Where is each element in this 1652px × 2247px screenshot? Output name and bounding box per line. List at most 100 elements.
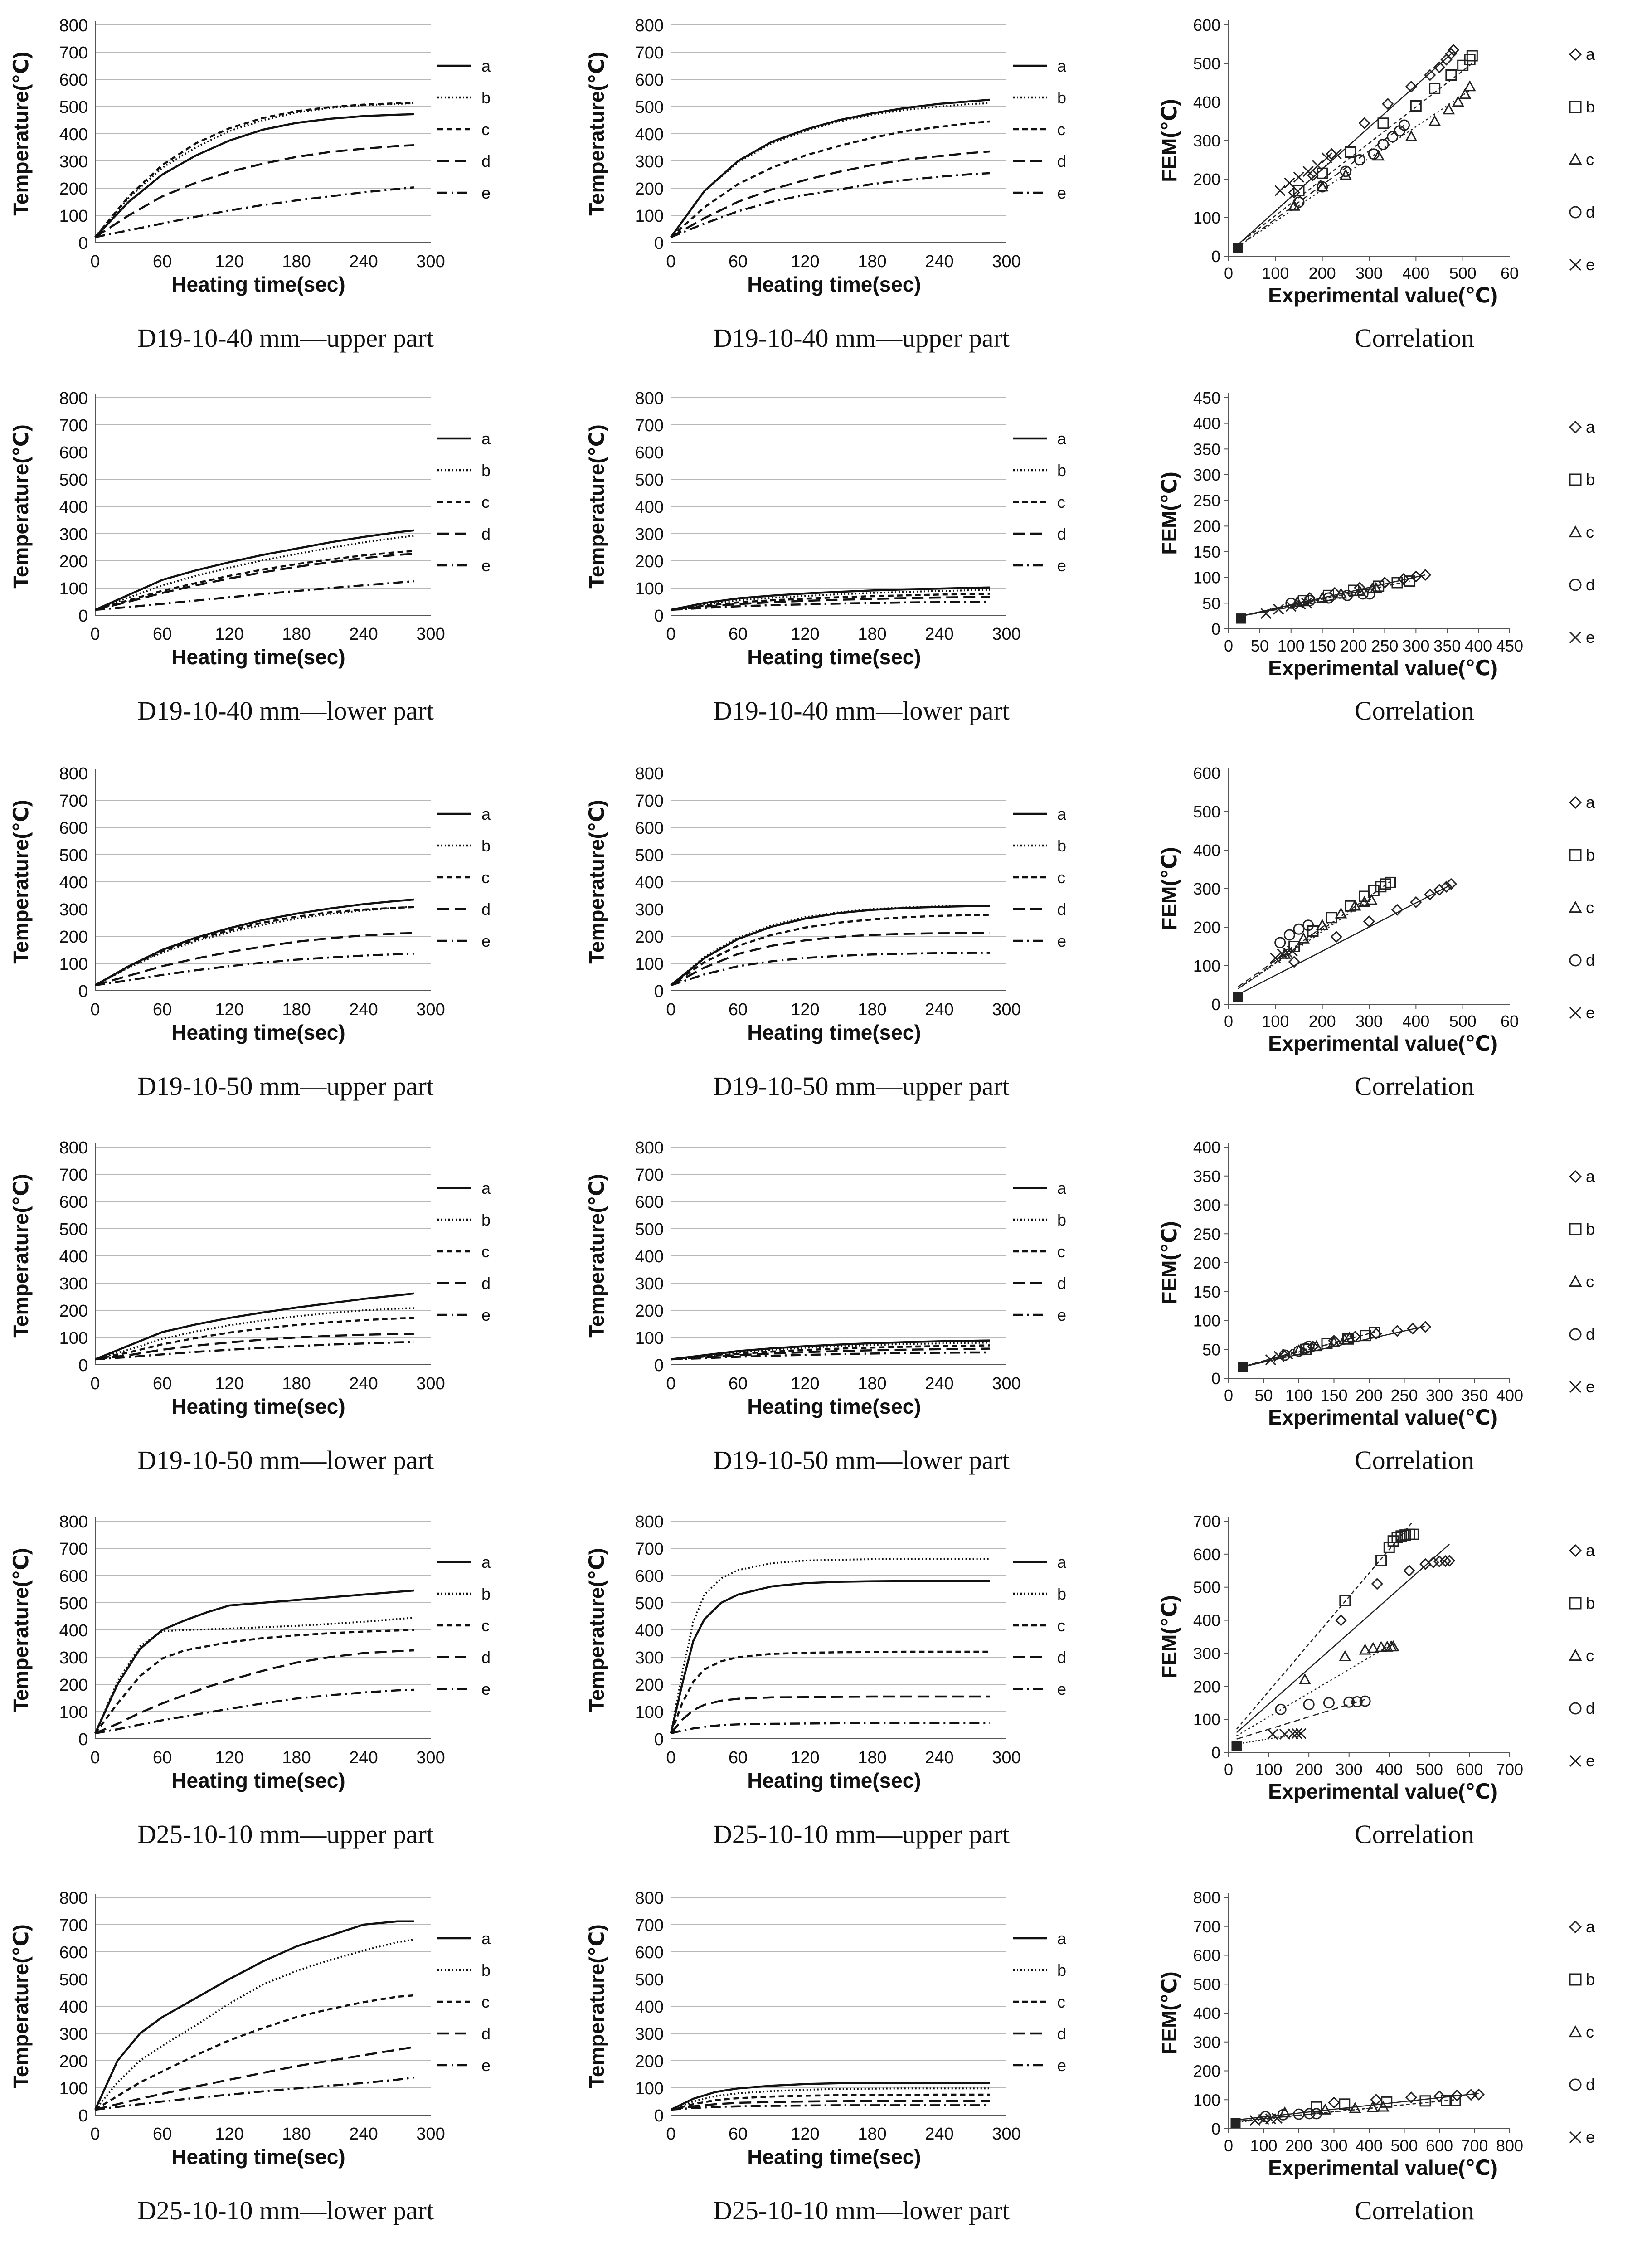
y-tick-label: 600 xyxy=(59,71,88,90)
legend-marker-c xyxy=(1569,152,1582,165)
x-tick-label: 300 xyxy=(1320,2136,1347,2155)
y-tick-label: 500 xyxy=(1193,1578,1220,1597)
x-tick-label: 180 xyxy=(858,625,886,644)
legend-marker-b xyxy=(1569,1597,1582,1610)
data-point-a xyxy=(1433,2090,1446,2102)
y-tick-label: 500 xyxy=(59,1594,88,1613)
data-point-e xyxy=(1279,1728,1291,1740)
y-tick-label: 600 xyxy=(635,443,664,462)
x-tick-label: 100 xyxy=(1255,1760,1283,1779)
data-point-c xyxy=(1377,2101,1390,2112)
legend-marker-d xyxy=(1569,954,1582,967)
origin-point xyxy=(1236,613,1246,624)
x-tick-label: 0 xyxy=(90,2125,100,2144)
legend-label-d: d xyxy=(1586,575,1595,594)
data-point-b xyxy=(1288,941,1300,952)
panel-caption: Correlation xyxy=(1354,323,1475,353)
x-tick-label: 0 xyxy=(666,2125,675,2144)
x-tick-label: 180 xyxy=(858,252,886,271)
x-tick-label: 60 xyxy=(729,625,748,644)
x-axis-label: Heating time(sec) xyxy=(171,2145,345,2169)
legend-label-c: c xyxy=(1586,1646,1594,1665)
x-tick-label: 0 xyxy=(90,1000,100,1019)
data-point-d xyxy=(1285,597,1297,609)
series-line-e xyxy=(95,2076,414,2111)
y-tick-label: 0 xyxy=(78,2106,88,2125)
data-point-d xyxy=(1357,588,1369,600)
x-tick-label: 180 xyxy=(282,252,311,271)
x-tick-label: 300 xyxy=(1402,637,1429,655)
x-tick-label: 240 xyxy=(925,1374,953,1393)
y-tick-label: 700 xyxy=(1193,1512,1220,1531)
legend-label-b: b xyxy=(1057,837,1066,855)
y-tick-label: 100 xyxy=(1193,957,1220,975)
y-tick-label: 800 xyxy=(59,1138,88,1158)
data-point-c xyxy=(1358,895,1371,907)
data-point-b xyxy=(1360,1330,1371,1342)
y-tick-label: 350 xyxy=(1193,440,1220,458)
data-point-e xyxy=(1285,601,1297,612)
data-point-e xyxy=(1295,1728,1307,1739)
legend-label-b: b xyxy=(1057,1961,1066,1980)
data-point-a xyxy=(1288,956,1300,968)
legend-marker-a xyxy=(1569,48,1582,61)
y-tick-label: 800 xyxy=(635,1513,664,1532)
y-tick-label: 600 xyxy=(635,819,664,838)
legend-label-b: b xyxy=(1057,1211,1066,1229)
legend-label-b: b xyxy=(1057,88,1066,107)
x-tick-label: 180 xyxy=(858,1000,886,1019)
chart-panel-17: 0 100 200 300 400 500 600 700 800 0 60 120 180 240 300… xyxy=(585,1889,1067,2169)
chart-panel-16: 0 100 200 300 400 500 600 700 800 0 60 120 180 240 300… xyxy=(9,1889,491,2169)
y-tick-label: 300 xyxy=(1193,2033,1220,2052)
y-tick-label: 0 xyxy=(654,982,664,1001)
data-point-b xyxy=(1385,876,1396,888)
x-tick-label: 600 xyxy=(1426,2136,1453,2155)
data-point-b xyxy=(1419,2095,1431,2107)
legend-label-a: a xyxy=(481,1179,491,1197)
legend-label-b: b xyxy=(1586,846,1595,864)
panel-caption: D25-10-10 mm—upper part xyxy=(137,1819,434,1849)
legend-label-e: e xyxy=(1057,2056,1066,2075)
legend-marker-d xyxy=(1569,1328,1582,1341)
legend-label-c: c xyxy=(1057,120,1065,139)
legend-label-d: d xyxy=(1586,1325,1595,1343)
y-axis-label: FEM(℃) xyxy=(1157,472,1181,554)
data-point-a xyxy=(1358,117,1370,129)
y-tick-label: 500 xyxy=(1193,1975,1220,1994)
x-axis-label: Experimental value(℃) xyxy=(1268,1780,1497,1803)
legend-label-e: e xyxy=(1586,1377,1595,1396)
y-tick-label: 100 xyxy=(635,579,664,598)
x-axis-label: Experimental value(℃) xyxy=(1268,283,1497,307)
x-tick-label: 60 xyxy=(153,625,172,644)
x-tick-label: 240 xyxy=(925,1000,953,1019)
legend-label-d: d xyxy=(1057,2024,1066,2043)
y-tick-label: 200 xyxy=(59,2052,88,2071)
data-point-e xyxy=(1273,1351,1285,1362)
x-tick-label: 400 xyxy=(1402,264,1429,282)
x-tick-label: 120 xyxy=(215,2125,243,2144)
data-point-c xyxy=(1288,199,1301,211)
y-tick-label: 300 xyxy=(635,1274,664,1294)
chart-panel-14: 0 100 200 300 400 500 600 700 800 0 60 120 180 240 300… xyxy=(585,1513,1067,1792)
legend-label-e: e xyxy=(1586,628,1595,647)
x-tick-label: 120 xyxy=(215,1748,243,1767)
y-tick-label: 400 xyxy=(59,1247,88,1266)
series-line-c xyxy=(670,1650,990,1734)
y-tick-label: 0 xyxy=(654,234,664,253)
x-tick-label: 700 xyxy=(1496,1760,1523,1779)
data-point-a xyxy=(1445,878,1457,890)
legend-label-b: b xyxy=(481,1211,491,1229)
legend-label-c: c xyxy=(1057,1993,1065,2011)
y-tick-label: 200 xyxy=(635,2052,664,2071)
series-line-e xyxy=(95,186,414,238)
legend-marker-d xyxy=(1569,579,1582,591)
y-tick-label: 0 xyxy=(78,982,88,1001)
fit-line-c xyxy=(1242,1338,1350,1367)
legend-label-a: a xyxy=(481,1553,491,1571)
y-tick-label: 200 xyxy=(635,928,664,947)
y-tick-label: 400 xyxy=(635,125,664,144)
data-point-c xyxy=(1370,582,1382,593)
y-tick-label: 800 xyxy=(59,764,88,783)
y-tick-label: 500 xyxy=(635,98,664,117)
legend-label-a: a xyxy=(1586,1167,1595,1186)
